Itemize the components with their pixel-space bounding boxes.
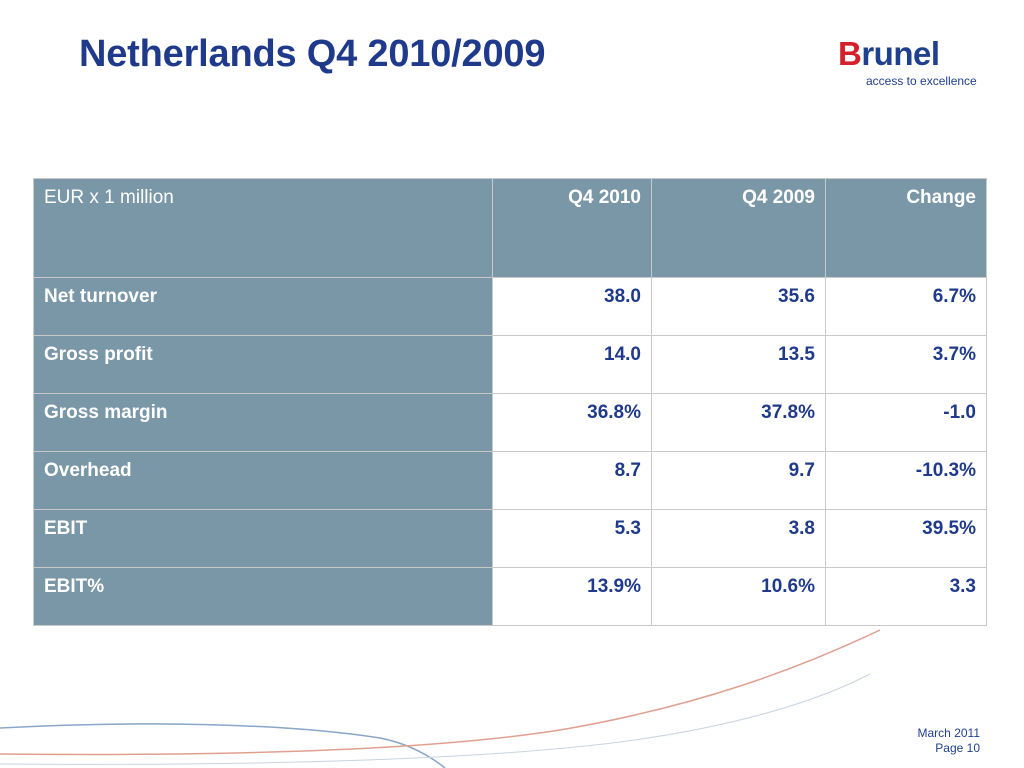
cell-change: 3.3 [825,567,987,626]
swoosh-blue-line [0,723,446,768]
cell-q4-2010: 14.0 [492,335,652,394]
logo-tagline: access to excellence [866,74,977,88]
financials-table: EUR x 1 million Q4 2010 Q4 2009 Change N… [33,178,987,626]
table-row: Gross profit 14.0 13.5 3.7% [33,335,987,394]
cell-q4-2009: 3.8 [651,509,826,568]
logo-letter-b: B [838,35,862,72]
logo-wordmark: Brunel [838,36,940,72]
cell-change: -10.3% [825,451,987,510]
footer-page-number: Page 10 [935,741,980,755]
row-label: EBIT% [33,567,493,626]
header-unit: EUR x 1 million [33,178,493,278]
cell-q4-2010: 13.9% [492,567,652,626]
swoosh-grey-line [0,673,871,765]
header-change: Change [825,178,987,278]
row-label: Net turnover [33,277,493,336]
cell-q4-2010: 36.8% [492,393,652,452]
brunel-logo: Brunel access to excellence [838,36,988,92]
decorative-swoosh [0,629,881,768]
slide-title: Netherlands Q4 2010/2009 [79,33,546,75]
cell-change: 6.7% [825,277,987,336]
table-row: EBIT 5.3 3.8 39.5% [33,509,987,568]
header-q4-2009: Q4 2009 [651,178,826,278]
table-header-row: EUR x 1 million Q4 2010 Q4 2009 Change [33,178,987,278]
cell-q4-2010: 8.7 [492,451,652,510]
row-label: Gross margin [33,393,493,452]
cell-q4-2010: 5.3 [492,509,652,568]
cell-change: -1.0 [825,393,987,452]
header-q4-2010: Q4 2010 [492,178,652,278]
cell-q4-2009: 13.5 [651,335,826,394]
cell-q4-2009: 9.7 [651,451,826,510]
cell-q4-2009: 37.8% [651,393,826,452]
cell-change: 39.5% [825,509,987,568]
logo-letters-rest: runel [861,35,940,72]
footer-date: March 2011 [917,726,980,740]
slide-footer: March 2011 Page 10 [918,726,980,756]
row-label: Gross profit [33,335,493,394]
table-row: EBIT% 13.9% 10.6% 3.3 [33,567,987,626]
table-row: Net turnover 38.0 35.6 6.7% [33,277,987,336]
cell-change: 3.7% [825,335,987,394]
cell-q4-2009: 35.6 [651,277,826,336]
table-row: Gross margin 36.8% 37.8% -1.0 [33,393,987,452]
row-label: Overhead [33,451,493,510]
cell-q4-2010: 38.0 [492,277,652,336]
row-label: EBIT [33,509,493,568]
swoosh-red-line [0,629,881,756]
table-row: Overhead 8.7 9.7 -10.3% [33,451,987,510]
cell-q4-2009: 10.6% [651,567,826,626]
